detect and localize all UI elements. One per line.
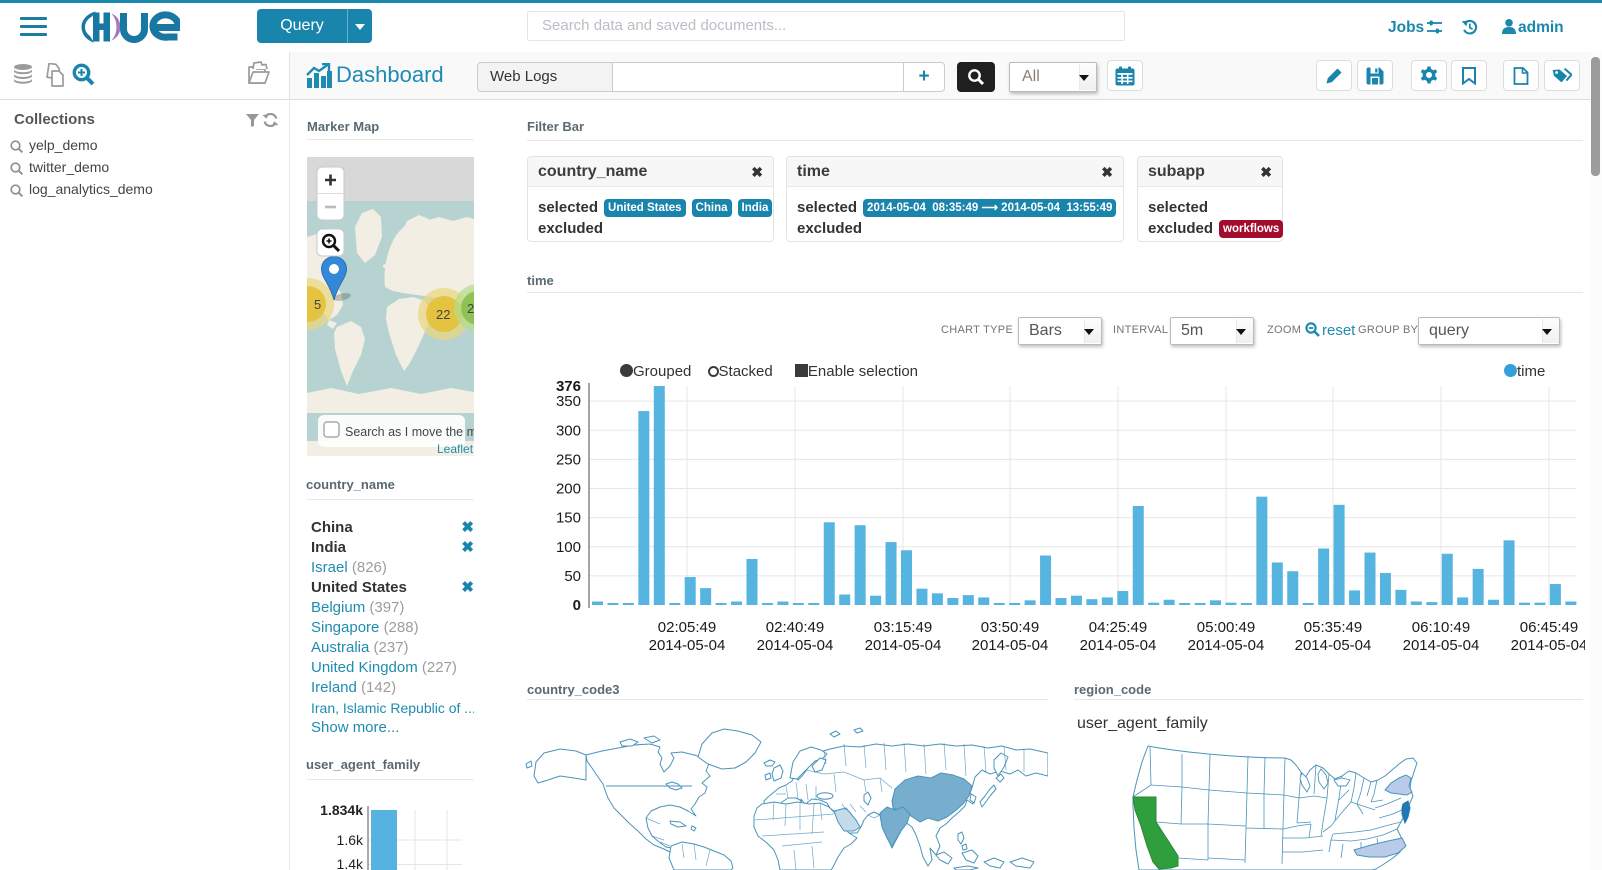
svg-text:2014-05-04: 2014-05-04 — [649, 637, 726, 654]
svg-text:300: 300 — [556, 422, 581, 439]
svg-text:350: 350 — [556, 393, 581, 410]
svg-text:2014-05-04: 2014-05-04 — [1295, 637, 1372, 654]
svg-text:200: 200 — [556, 481, 581, 498]
svg-text:2014-05-04: 2014-05-04 — [1511, 637, 1585, 654]
svg-text:250: 250 — [556, 451, 581, 468]
svg-text:2014-05-04: 2014-05-04 — [972, 637, 1049, 654]
svg-text:2014-05-04: 2014-05-04 — [757, 637, 834, 654]
svg-text:05:35:49: 05:35:49 — [1304, 619, 1362, 636]
svg-text:06:45:49: 06:45:49 — [1520, 619, 1578, 636]
svg-text:05:00:49: 05:00:49 — [1197, 619, 1255, 636]
svg-text:2014-05-04: 2014-05-04 — [1188, 637, 1265, 654]
svg-text:0: 0 — [573, 597, 581, 614]
svg-text:2: 2 — [467, 301, 474, 316]
svg-text:04:25:49: 04:25:49 — [1089, 619, 1147, 636]
svg-text:Search as I move the map: Search as I move the map — [345, 425, 474, 439]
svg-text:5: 5 — [314, 297, 321, 312]
svg-text:1.6k: 1.6k — [337, 832, 364, 848]
svg-text:50: 50 — [564, 568, 581, 585]
svg-text:03:15:49: 03:15:49 — [874, 619, 932, 636]
svg-text:02:40:49: 02:40:49 — [766, 619, 824, 636]
svg-text:100: 100 — [556, 539, 581, 556]
svg-text:1.834k: 1.834k — [320, 802, 363, 818]
svg-text:03:50:49: 03:50:49 — [981, 619, 1039, 636]
svg-text:2014-05-04: 2014-05-04 — [1080, 637, 1157, 654]
svg-text:1.4k: 1.4k — [337, 856, 364, 870]
svg-text:Leaflet: Leaflet — [437, 442, 474, 456]
svg-text:150: 150 — [556, 510, 581, 527]
svg-text:02:05:49: 02:05:49 — [658, 619, 716, 636]
svg-text:06:10:49: 06:10:49 — [1412, 619, 1470, 636]
svg-text:2014-05-04: 2014-05-04 — [1403, 637, 1480, 654]
svg-text:2014-05-04: 2014-05-04 — [865, 637, 942, 654]
svg-text:22: 22 — [436, 307, 450, 322]
svg-text:376: 376 — [556, 380, 581, 395]
